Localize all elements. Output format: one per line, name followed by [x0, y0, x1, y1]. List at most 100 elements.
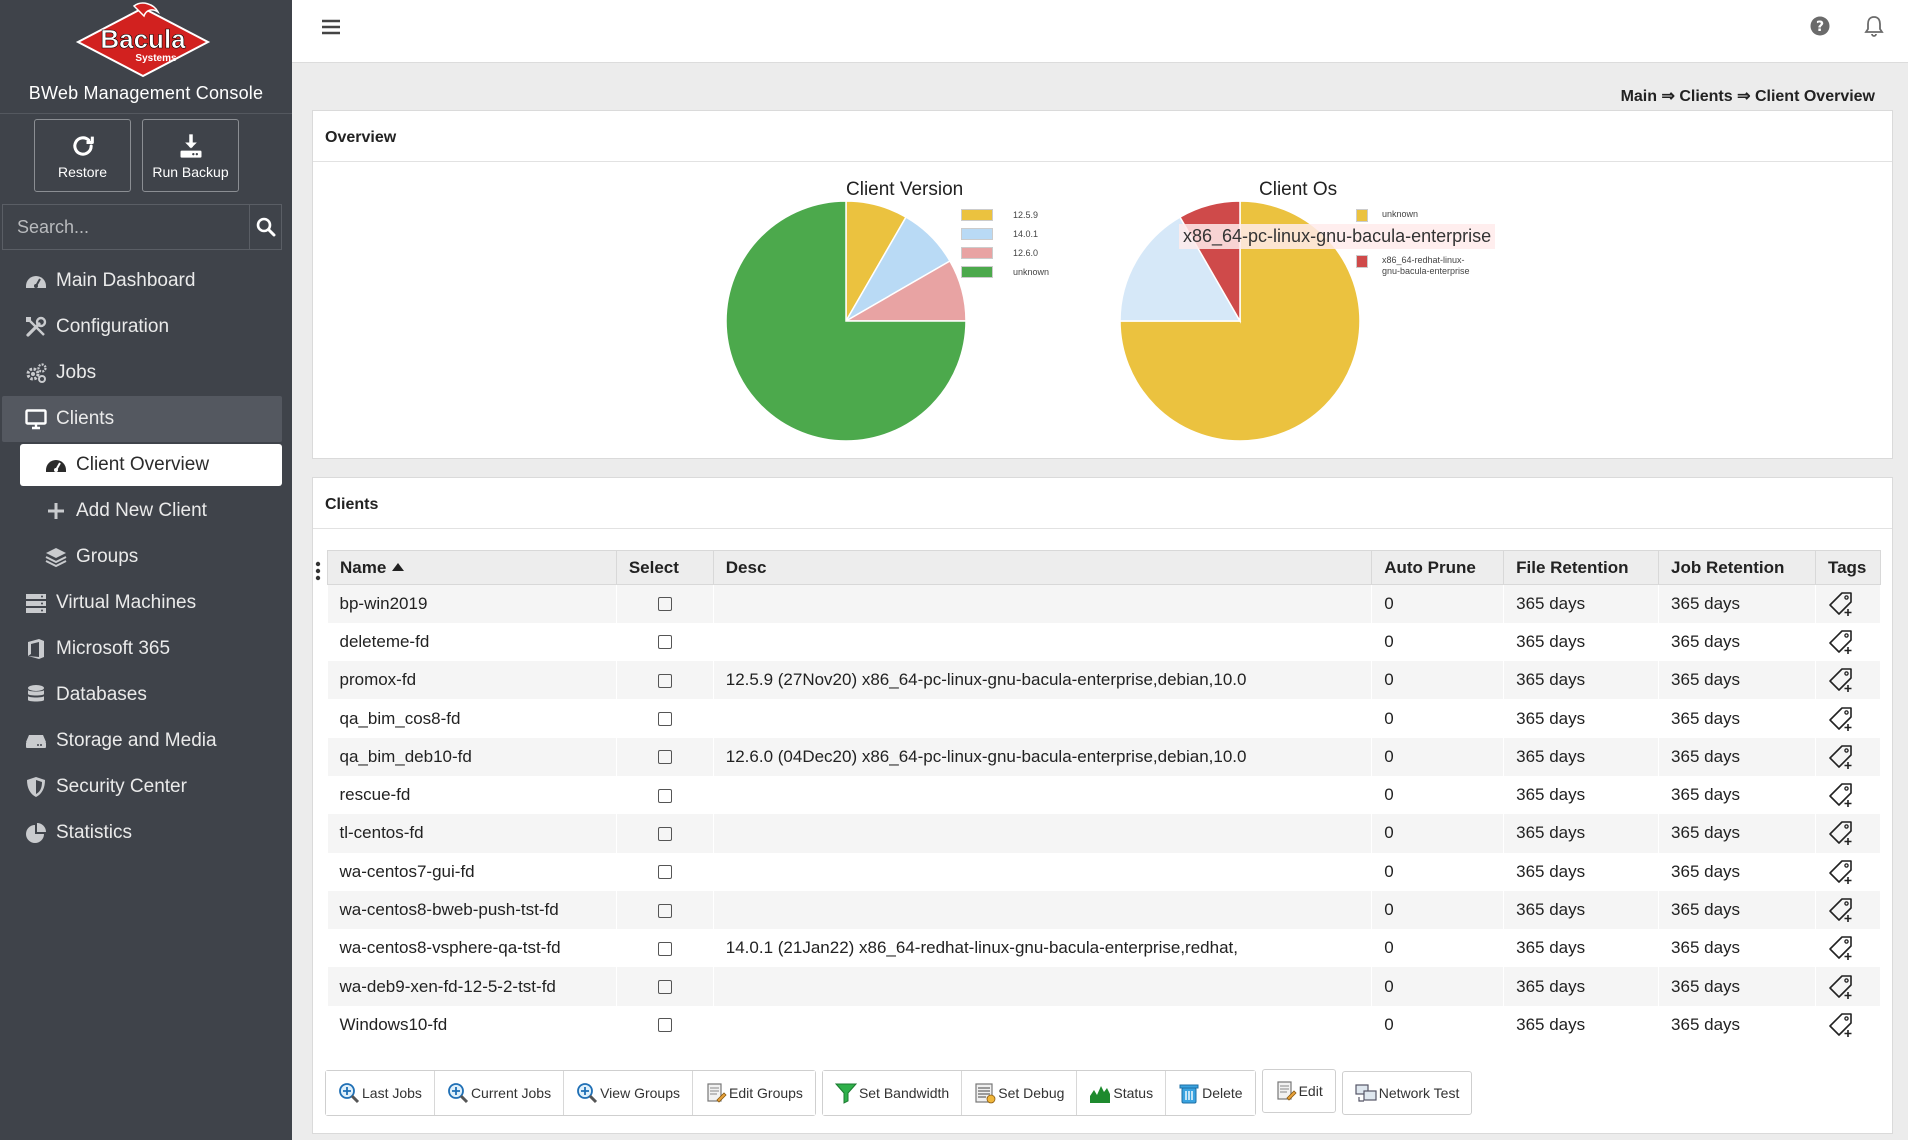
cell-name[interactable]: wa-centos7-gui-fd [327, 852, 617, 891]
table-row[interactable]: deleteme-fd 0 365 days 365 days [327, 622, 1882, 662]
select-checkbox[interactable] [657, 980, 672, 995]
delete-button[interactable]: Delete [1166, 1071, 1255, 1115]
col-header-select[interactable]: Select [615, 550, 714, 585]
edit-groups-button[interactable]: Edit Groups [693, 1071, 815, 1115]
select-checkbox[interactable] [657, 826, 672, 841]
edit-button[interactable]: Edit [1261, 1069, 1336, 1113]
select-checkbox[interactable] [657, 597, 672, 612]
tag-plus-icon[interactable] [1828, 782, 1854, 808]
legend-item[interactable]: 12.6.0 [961, 247, 1038, 259]
search-input[interactable] [3, 205, 249, 249]
table-row[interactable]: bp-win2019 0 365 days 365 days [327, 584, 1882, 623]
pie-slice-x86_64-pc-linux-gnu-bacula-enterprise[interactable] [1120, 216, 1242, 322]
tag-plus-icon[interactable] [1828, 744, 1854, 770]
select-checkbox[interactable] [657, 941, 672, 956]
select-checkbox[interactable] [657, 750, 672, 765]
select-checkbox[interactable] [657, 712, 672, 727]
nav-statistics[interactable]: Statistics [0, 810, 292, 856]
restore-button[interactable]: Restore [34, 119, 131, 192]
cell-name[interactable]: qa_bim_deb10-fd [327, 737, 617, 776]
cell-name[interactable]: wa-centos8-bweb-push-tst-fd [327, 890, 617, 930]
cell-name[interactable]: Windows10-fd [327, 1005, 617, 1045]
col-header-desc[interactable]: Desc [712, 550, 1373, 585]
breadcrumb-main[interactable]: Main [1620, 88, 1658, 105]
select-checkbox[interactable] [657, 865, 672, 880]
table-row[interactable]: qa_bim_deb10-fd 12.6.0 (04Dec20) x86_64-p… [327, 737, 1882, 776]
cell-name[interactable]: promox-fd [327, 661, 617, 700]
client-os-pie[interactable] [1120, 201, 1360, 441]
cell-name[interactable]: rescue-fd [327, 775, 617, 815]
cell-name[interactable]: deleteme-fd [327, 622, 617, 662]
nav-add-new-client[interactable]: Add New Client [20, 488, 282, 534]
nav-microsoft-365[interactable]: Microsoft 365 [0, 626, 292, 672]
nav-configuration[interactable]: Configuration [0, 304, 292, 350]
bell-icon[interactable] [1864, 15, 1884, 37]
col-header-name[interactable]: Name [327, 550, 617, 585]
tag-plus-icon[interactable] [1828, 974, 1854, 1000]
legend-item[interactable]: unknown [961, 266, 1049, 278]
select-checkbox[interactable] [657, 635, 672, 650]
last-jobs-button[interactable]: Last Jobs [326, 1071, 435, 1115]
cell-name[interactable]: tl-centos-fd [327, 814, 617, 853]
set-debug-button[interactable]: Set Debug [962, 1071, 1078, 1115]
table-row[interactable]: wa-centos8-bweb-push-tst-fd 0 365 days 365 … [327, 890, 1882, 930]
view-groups-button[interactable]: View Groups [564, 1071, 693, 1115]
nav-security-center[interactable]: Security Center [0, 764, 292, 810]
table-row[interactable]: Windows10-fd 0 365 days 365 days [327, 1005, 1882, 1045]
network-test-button[interactable]: Network Test [1341, 1071, 1473, 1115]
cell-name[interactable]: wa-centos8-vsphere-qa-tst-fd [327, 929, 617, 968]
nav-groups[interactable]: Groups [20, 534, 282, 580]
select-checkbox[interactable] [657, 673, 672, 688]
nav-storage-and-media[interactable]: Storage and Media [0, 718, 292, 764]
col-header-auto-prune[interactable]: Auto Prune [1371, 550, 1505, 585]
legend-item[interactable]: 14.0.1 [961, 228, 1038, 240]
table-row[interactable]: tl-centos-fd 0 365 days 365 days [327, 814, 1882, 853]
select-checkbox[interactable] [657, 788, 672, 803]
legend-item[interactable]: x86_64-redhat-linux- gnu-bacula-enterpri… [1356, 255, 1470, 277]
table-row[interactable]: wa-deb9-xen-fd-12-5-2-tst-fd 0 365 days 365… [327, 967, 1882, 1006]
tag-plus-icon[interactable] [1828, 629, 1854, 655]
legend-item[interactable]: 12.5.9 [961, 209, 1038, 221]
nav-jobs[interactable]: Jobs [0, 350, 292, 396]
nav-main-dashboard[interactable]: Main Dashboard [0, 258, 292, 304]
client-version-pie[interactable] [726, 201, 966, 441]
col-header-tags[interactable]: Tags [1814, 550, 1882, 585]
search-button[interactable] [249, 205, 281, 249]
nav-client-overview[interactable]: Client Overview [20, 444, 282, 486]
set-bandwidth-button[interactable]: Set Bandwidth [822, 1071, 963, 1115]
cell-name[interactable]: qa_bim_cos8-fd [327, 699, 617, 738]
select-checkbox[interactable] [657, 1018, 672, 1033]
tag-plus-icon[interactable] [1828, 667, 1854, 693]
col-header-file-retention[interactable]: File Retention [1503, 550, 1660, 585]
column-menu-icon[interactable] [315, 560, 321, 582]
tag-plus-icon[interactable] [1828, 859, 1854, 885]
table-row[interactable]: rescue-fd 0 365 days 365 days [327, 775, 1882, 815]
bacula-logo[interactable]: Bacula Systems [72, 2, 214, 82]
table-row[interactable]: qa_bim_cos8-fd 0 365 days 365 days [327, 699, 1882, 738]
tag-plus-icon[interactable] [1828, 591, 1854, 617]
tag-plus-icon[interactable] [1828, 897, 1854, 923]
current-jobs-button[interactable]: Current Jobs [434, 1071, 565, 1115]
run-backup-button[interactable]: Run Backup [142, 119, 239, 192]
cell-name[interactable]: wa-deb9-xen-fd-12-5-2-tst-fd [327, 967, 617, 1006]
tag-plus-icon[interactable] [1828, 1012, 1854, 1038]
col-header-job-retention[interactable]: Job Retention [1658, 550, 1816, 585]
pie-slice-unknown[interactable] [726, 201, 966, 441]
nav-databases[interactable]: Databases [0, 672, 292, 718]
select-checkbox[interactable] [657, 903, 672, 918]
legend-item[interactable]: unknown [1356, 209, 1418, 222]
tag-plus-icon[interactable] [1828, 935, 1854, 961]
table-row[interactable]: wa-centos8-vsphere-qa-tst-fd 14.0.1 (21Ja… [327, 929, 1882, 968]
help-icon[interactable]: ? [1810, 16, 1830, 36]
status-button[interactable]: Status [1077, 1071, 1167, 1115]
chart-title-client-version: Client Version [846, 179, 964, 200]
tag-plus-icon[interactable] [1828, 706, 1854, 732]
nav-clients[interactable]: Clients [2, 396, 282, 442]
cell-name[interactable]: bp-win2019 [327, 584, 617, 623]
tag-plus-icon[interactable] [1828, 820, 1854, 846]
breadcrumb-clients[interactable]: Clients [1679, 88, 1733, 105]
table-row[interactable]: wa-centos7-gui-fd 0 365 days 365 days [327, 852, 1882, 891]
hamburger-icon[interactable] [320, 16, 342, 38]
nav-virtual-machines[interactable]: Virtual Machines [0, 580, 292, 626]
table-row[interactable]: promox-fd 12.5.9 (27Nov20) x86_64-pc-linu… [327, 661, 1882, 700]
